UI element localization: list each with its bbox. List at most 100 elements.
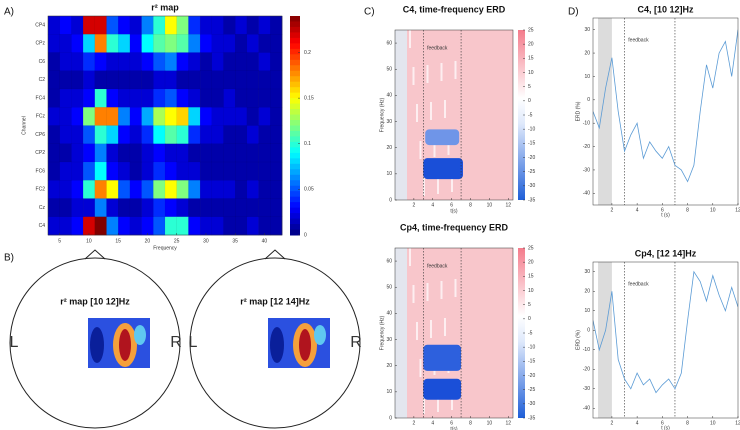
colorbar-step — [290, 229, 300, 236]
x-tick-label: 8 — [469, 420, 472, 426]
cell — [235, 216, 248, 236]
colorbar-label: -15 — [528, 359, 535, 365]
cell — [211, 180, 224, 199]
cell — [141, 107, 154, 126]
annotation: feedback — [427, 46, 448, 52]
cell — [211, 216, 224, 236]
cell — [270, 216, 283, 236]
cell — [82, 88, 96, 108]
cell — [164, 107, 178, 126]
colorbar-step — [290, 163, 300, 170]
cell — [176, 143, 189, 163]
cell — [211, 143, 224, 163]
side-label: L — [10, 334, 19, 351]
cell — [59, 107, 72, 126]
colorbar-label: -30 — [528, 401, 535, 407]
cell — [176, 107, 189, 126]
cell — [153, 107, 166, 126]
cell — [246, 143, 260, 163]
colorbar-label: -35 — [528, 197, 535, 203]
y-tick-label: FCz — [36, 114, 46, 120]
colorbar-label: 10 — [528, 288, 534, 294]
x-tick-label: 6 — [661, 207, 664, 213]
y-tick-label: CP4 — [35, 22, 45, 28]
y-tick-label: 30 — [386, 119, 392, 125]
cell — [246, 15, 260, 35]
panel-label: B) — [4, 253, 14, 264]
y-axis-label: ERD (%) — [575, 101, 581, 121]
cell — [106, 15, 119, 35]
cell — [176, 88, 189, 108]
cell — [141, 70, 154, 90]
colorbar-label: 15 — [528, 274, 534, 280]
colorbar-step — [290, 147, 300, 154]
cell — [188, 107, 201, 126]
side-label: R — [350, 334, 362, 351]
x-tick-label: 12 — [505, 420, 511, 426]
cell — [106, 125, 119, 145]
tf-streak — [451, 392, 453, 410]
x-axis-label: t(s) — [450, 426, 458, 430]
colorbar-step — [290, 37, 300, 44]
cell — [141, 143, 154, 163]
tf-band — [425, 129, 460, 146]
cell — [59, 216, 72, 236]
tf-streak — [426, 283, 429, 301]
cell — [223, 34, 236, 53]
colorbar-label: 15 — [528, 56, 534, 62]
colorbar-label: -15 — [528, 141, 535, 147]
cell — [141, 216, 154, 236]
colorbar-step — [290, 32, 300, 39]
tf-streak — [437, 176, 439, 194]
cell — [82, 107, 96, 126]
frame — [394, 247, 514, 419]
y-tick-label: 20 — [584, 50, 590, 56]
colorbar-label: 20 — [528, 259, 534, 265]
colorbar-label: 0.1 — [304, 141, 311, 147]
cell — [82, 216, 96, 236]
cell — [129, 125, 143, 145]
cell — [246, 198, 260, 218]
cell — [199, 198, 213, 218]
colorbar-step — [290, 141, 300, 148]
cell — [59, 125, 72, 145]
x-tick-label: 20 — [145, 238, 151, 244]
cell — [176, 216, 189, 236]
x-tick-label: 12 — [735, 207, 740, 213]
colorbar-label: -20 — [528, 155, 535, 161]
cell — [258, 216, 271, 236]
cell — [270, 198, 283, 218]
cell — [118, 161, 131, 181]
colorbar — [518, 30, 525, 200]
tf-streak — [433, 139, 436, 157]
cell — [106, 180, 119, 199]
colorbar-label: 0.2 — [304, 50, 311, 56]
cell — [199, 34, 213, 53]
colorbar-step — [290, 180, 300, 187]
cell — [246, 52, 260, 72]
cell — [47, 70, 61, 90]
cell — [235, 34, 248, 53]
chart-title: r² map — [151, 2, 179, 12]
colorbar-label: -20 — [528, 373, 535, 379]
cell — [270, 34, 283, 53]
y-tick-label: C4 — [39, 223, 46, 229]
cell — [94, 216, 107, 236]
tf-streak — [409, 248, 411, 266]
cell — [246, 216, 260, 236]
shaded-region — [598, 18, 612, 205]
cell — [176, 52, 189, 72]
cell — [164, 216, 178, 236]
colorbar-step — [290, 59, 300, 66]
colorbar-step — [290, 21, 300, 28]
cell — [258, 143, 271, 163]
cell — [153, 70, 166, 90]
cell — [141, 15, 154, 35]
cell — [270, 143, 283, 163]
y-tick-label: 30 — [584, 27, 590, 33]
cell — [47, 198, 61, 218]
panel-label: C) — [364, 7, 375, 18]
y-tick-label: FC2 — [36, 187, 46, 193]
cell — [223, 15, 236, 35]
cell — [176, 198, 189, 218]
